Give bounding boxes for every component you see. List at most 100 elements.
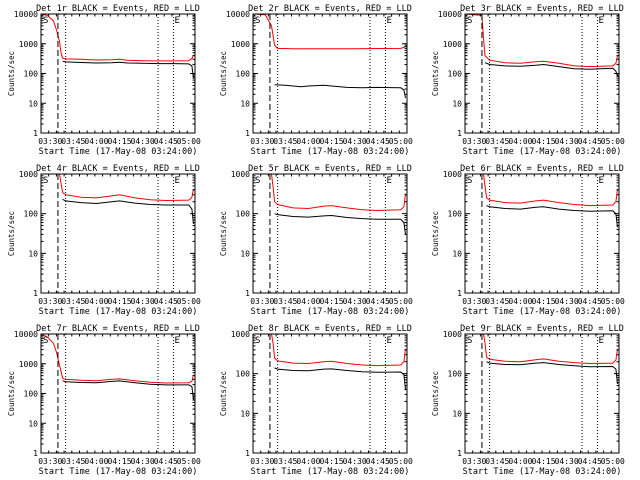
x-tick-label: 04:30 (555, 137, 579, 146)
x-tick-label: 04:00 (296, 297, 320, 306)
end-marker-label: E (598, 176, 603, 186)
start-marker-label: S (255, 16, 260, 26)
y-tick-label: 1000 (443, 170, 462, 179)
end-marker-label: E (386, 16, 391, 26)
end-marker-label: E (174, 336, 179, 346)
x-tick-label: 05:00 (601, 457, 625, 466)
x-tick-label: 04:15 (107, 457, 131, 466)
end-marker-label: E (174, 176, 179, 186)
y-tick-label: 100 (448, 210, 463, 219)
x-tick-label: 04:00 (508, 457, 532, 466)
x-tick-label: 04:00 (296, 457, 320, 466)
y-tick-label: 100 (24, 210, 39, 219)
y-tick-label: 10 (240, 99, 250, 108)
x-tick-label: 04:30 (555, 297, 579, 306)
x-tick-label: 04:45 (366, 297, 390, 306)
x-tick-label: 03:45 (485, 137, 509, 146)
x-tick-label: 04:00 (84, 457, 108, 466)
lld-series-line (41, 174, 194, 202)
events-series-line (484, 62, 618, 77)
y-tick-label: 1000 (231, 330, 250, 339)
plot-frame (252, 333, 408, 454)
lld-series-line (41, 334, 194, 384)
x-tick-label: 04:30 (131, 137, 155, 146)
y-tick-label: 10 (240, 249, 250, 258)
start-marker-label: S (43, 16, 48, 26)
plot-frame (40, 173, 196, 294)
x-tick-label: 04:45 (578, 137, 602, 146)
chart-title: Det 1r BLACK = Events, RED = LLD (36, 4, 200, 14)
start-marker-label: S (467, 16, 472, 26)
y-tick-label: 1 (245, 449, 250, 458)
x-axis-label: Start Time (17-May-08 03:24:00) (39, 147, 198, 157)
x-axis-label: Start Time (17-May-08 03:24:00) (463, 467, 622, 477)
x-tick-label: 04:00 (508, 297, 532, 306)
x-axis-label: Start Time (17-May-08 03:24:00) (39, 307, 198, 317)
y-tick-label: 100 (448, 370, 463, 379)
y-tick-label: 100 (236, 70, 251, 79)
y-tick-label: 100 (236, 370, 251, 379)
x-tick-label: 04:30 (555, 457, 579, 466)
y-tick-label: 10 (240, 409, 250, 418)
plot-frame (40, 333, 196, 454)
x-tick-label: 03:30 (250, 297, 274, 306)
x-tick-label: 04:15 (319, 297, 343, 306)
x-tick-label: 04:15 (531, 297, 555, 306)
x-axis-label: Start Time (17-May-08 03:24:00) (463, 147, 622, 157)
y-tick-label: 100 (24, 390, 39, 399)
y-tick-label: 1 (245, 289, 250, 298)
chart-title: Det 6r BLACK = Events, RED = LLD (460, 164, 624, 174)
x-tick-label: 03:45 (61, 137, 85, 146)
x-tick-label: 03:45 (273, 137, 297, 146)
y-tick-label: 10000 (14, 10, 38, 19)
x-tick-label: 05:00 (177, 297, 201, 306)
y-axis-label: Counts/sec (431, 51, 440, 96)
y-tick-label: 10000 (226, 10, 250, 19)
y-tick-label: 1 (457, 129, 462, 138)
chart-title: Det 4r BLACK = Events, RED = LLD (36, 164, 200, 174)
y-tick-label: 10 (28, 249, 38, 258)
lld-series-line (253, 334, 406, 367)
x-axis-label: Start Time (17-May-08 03:24:00) (251, 467, 410, 477)
chart-title: Det 7r BLACK = Events, RED = LLD (36, 324, 200, 334)
x-tick-label: 04:15 (319, 457, 343, 466)
start-marker-label: S (467, 176, 472, 186)
x-tick-label: 03:30 (462, 457, 486, 466)
x-tick-label: 05:00 (177, 137, 201, 146)
x-tick-label: 05:00 (601, 297, 625, 306)
events-series-line (486, 205, 618, 228)
y-axis-label: Counts/sec (219, 211, 228, 256)
events-series-line (486, 361, 618, 385)
end-marker-label: E (174, 16, 179, 26)
y-tick-label: 10 (28, 419, 38, 428)
x-tick-label: 04:00 (84, 137, 108, 146)
lld-series-line (253, 174, 406, 212)
y-tick-label: 1000 (19, 170, 38, 179)
start-marker-label: S (255, 336, 260, 346)
y-tick-label: 1000 (19, 40, 38, 49)
y-axis-label: Counts/sec (7, 371, 16, 416)
x-axis-label: Start Time (17-May-08 03:24:00) (251, 147, 410, 157)
y-tick-label: 1 (457, 289, 462, 298)
y-tick-label: 1 (33, 289, 38, 298)
lld-series-line (465, 14, 618, 68)
x-tick-label: 03:45 (61, 457, 85, 466)
x-axis-label: Start Time (17-May-08 03:24:00) (39, 467, 198, 477)
events-series-line (274, 84, 406, 99)
plot-frame (40, 13, 196, 134)
x-tick-label: 03:30 (250, 457, 274, 466)
chart-panel-5: S E 1 10 100 1000 03:30 03:45 04:00 04:15 04:30 04:… (219, 164, 413, 317)
y-tick-label: 1 (33, 449, 38, 458)
chart-panel-4: S E 1 10 100 1000 03:30 03:45 04:00 04:15 04:30 04:… (7, 164, 201, 317)
y-axis-label: Counts/sec (431, 211, 440, 256)
y-tick-label: 10000 (14, 330, 38, 339)
x-axis-label: Start Time (17-May-08 03:24:00) (251, 307, 410, 317)
events-series-line (274, 213, 406, 235)
x-tick-label: 04:15 (107, 297, 131, 306)
x-tick-label: 03:30 (462, 137, 486, 146)
x-tick-label: 04:45 (578, 297, 602, 306)
x-tick-label: 04:15 (531, 137, 555, 146)
y-tick-label: 1 (245, 129, 250, 138)
lld-series-line (465, 174, 618, 207)
